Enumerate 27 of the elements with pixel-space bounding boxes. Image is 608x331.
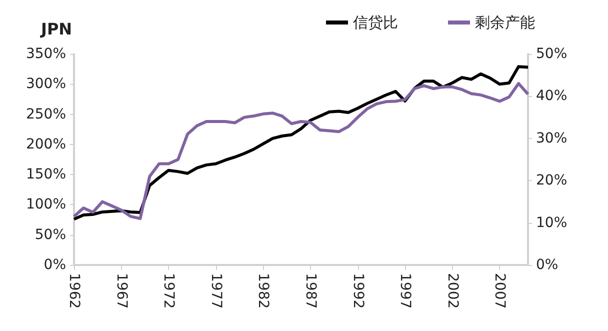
y-tick-label: 250% (26, 106, 66, 122)
y-tick-label: 150% (26, 166, 66, 183)
y2-tick-label: 20% (536, 172, 568, 189)
y-tick-label: 350% (26, 46, 66, 62)
y-tick-label: 300% (26, 76, 66, 92)
x-tick-label: 1997 (397, 273, 414, 309)
x-tick-label: 1977 (208, 273, 224, 309)
y-tick-label: 200% (26, 136, 66, 152)
x-tick-label: 2007 (492, 273, 508, 309)
x-tick-label: 2002 (444, 273, 460, 309)
y-tick-label: 0% (44, 257, 66, 273)
x-tick-label: 1982 (255, 273, 272, 309)
legend-label: 剩余产能 (475, 14, 535, 32)
legend-label: 信贷比 (353, 14, 398, 32)
y2-tick-label: 30% (536, 130, 568, 146)
x-tick-label: 1987 (302, 273, 318, 309)
y2-tick-label: 40% (536, 88, 568, 104)
x-tick-label: 1967 (113, 273, 130, 309)
y-tick-label: 50% (34, 226, 66, 243)
x-tick-label: 1972 (160, 273, 177, 309)
y2-tick-label: 0% (536, 257, 558, 273)
y-tick-label: 100% (26, 196, 66, 213)
x-tick-label: 1962 (66, 273, 82, 309)
x-tick-label: 1992 (350, 273, 366, 309)
y2-tick-label: 50% (536, 46, 568, 62)
chart-title: JPN (40, 20, 72, 38)
y2-tick-label: 10% (536, 214, 568, 231)
